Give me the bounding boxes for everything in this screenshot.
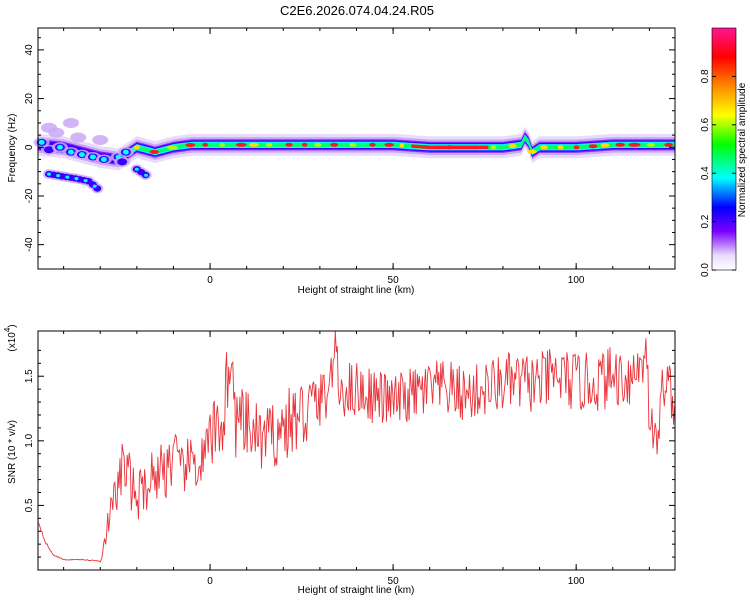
snr-x-label: Height of straight line (km) bbox=[298, 585, 415, 596]
ridge-spot bbox=[285, 142, 293, 147]
snr-series-layer bbox=[37, 330, 676, 563]
spectrogram-y-tick-label: 0 bbox=[24, 144, 35, 150]
ridge-spot bbox=[249, 142, 259, 147]
ridge-spot bbox=[314, 142, 322, 147]
noise-blob bbox=[40, 122, 57, 133]
ridge-spot bbox=[302, 142, 308, 147]
ridge-spot bbox=[185, 143, 196, 147]
colorbar-tick-label: 0.8 bbox=[700, 69, 711, 83]
snr-y-tick-label: 1.5 bbox=[24, 369, 35, 383]
snr-exponent-suffix: ) bbox=[7, 324, 18, 327]
branch-center bbox=[144, 173, 148, 177]
colorbar: 0.0 0.2 0.4 0.6 0.8 Normalized spectral ampl… bbox=[700, 27, 748, 277]
branch-center bbox=[56, 174, 61, 178]
branch-center bbox=[74, 177, 79, 181]
ridge-spot bbox=[628, 142, 641, 147]
spectrogram-x-tick-label: 0 bbox=[207, 275, 213, 286]
snr-exponent-label: (x104) bbox=[3, 324, 18, 351]
branch-center bbox=[92, 184, 97, 188]
snr-exponent-base: (x10 bbox=[7, 332, 18, 352]
spectrogram-heat-layer bbox=[33, 117, 676, 194]
ridge-peak-segment bbox=[411, 144, 489, 149]
noise-blob-center bbox=[100, 156, 107, 162]
ridge-spot bbox=[235, 142, 247, 147]
noise-blob-core bbox=[43, 146, 54, 154]
branch-center bbox=[47, 172, 51, 176]
figure-title: C2E6.2026.074.04.24.R05 bbox=[280, 3, 434, 18]
spectrogram-y-tick-label: 20 bbox=[24, 93, 35, 105]
branch-center bbox=[65, 175, 70, 179]
snr-exponent-power: 4 bbox=[3, 327, 12, 332]
noise-blob-center bbox=[38, 139, 45, 145]
ridge-spot bbox=[490, 145, 497, 150]
colorbar-gradient bbox=[711, 27, 737, 271]
spectrogram-panel: 0 50 100 -40 -20 0 20 40 Height of straight lin… bbox=[7, 27, 676, 296]
ridge-spot bbox=[369, 142, 376, 147]
spectrogram-x-tick-label: 50 bbox=[388, 275, 400, 286]
ridge-blue bbox=[38, 133, 675, 164]
ridge-spot bbox=[166, 145, 178, 150]
svg-text:(x104): (x104) bbox=[3, 324, 18, 351]
noise-blob-center bbox=[122, 149, 129, 155]
ridge-spot bbox=[573, 145, 580, 150]
snr-y-label: SNR (10 * v/v) bbox=[7, 420, 18, 484]
ridge-spot bbox=[646, 142, 656, 147]
spectrogram-y-tick-label: -20 bbox=[24, 188, 35, 203]
colorbar-tick-label: 0.6 bbox=[700, 117, 711, 131]
spectrogram-ticks: 0 50 100 -40 -20 0 20 40 bbox=[24, 28, 675, 286]
snr-x-tick-label: 0 bbox=[207, 576, 213, 587]
ridge-green bbox=[136, 135, 676, 155]
colorbar-ticks: 0.0 0.2 0.4 0.6 0.8 bbox=[700, 69, 736, 277]
ridge-spot bbox=[527, 149, 537, 154]
noise-blob bbox=[70, 132, 87, 143]
snr-y-tick-label: 1.0 bbox=[24, 433, 35, 447]
ridge-spot bbox=[600, 143, 610, 148]
branch-center bbox=[134, 167, 139, 171]
noise-blob-center bbox=[67, 149, 74, 155]
ridge-spot bbox=[349, 142, 357, 147]
ridge-spot bbox=[384, 142, 395, 147]
ridge-spot bbox=[219, 142, 225, 147]
snr-y-tick-label: 0.5 bbox=[24, 498, 35, 512]
spectrogram-x-label: Height of straight line (km) bbox=[298, 285, 415, 296]
snr-ticks: 0 50 100 0.5 1.0 1.5 bbox=[24, 331, 675, 587]
colorbar-tick-label: 0.4 bbox=[700, 166, 711, 180]
colorbar-tick-label: 0.0 bbox=[700, 263, 711, 277]
ridge-spot bbox=[615, 142, 625, 147]
spectrogram-y-tick-label: 40 bbox=[24, 44, 35, 56]
snr-x-tick-label: 100 bbox=[568, 576, 585, 587]
noise-blob bbox=[62, 117, 79, 128]
spectrogram-y-label: Frequency (Hz) bbox=[7, 114, 18, 183]
ridge-spot bbox=[202, 142, 208, 147]
colorbar-tick-label: 0.2 bbox=[700, 214, 711, 228]
snr-series-line bbox=[37, 330, 676, 563]
noise-blob-core bbox=[117, 158, 128, 166]
ridge-spot bbox=[588, 144, 598, 149]
noise-blob-center bbox=[89, 154, 96, 160]
branch-center bbox=[83, 179, 88, 183]
spectrogram-x-tick-label: 100 bbox=[568, 275, 585, 286]
ridge-spot bbox=[330, 142, 339, 147]
spectrogram-y-tick-label: -40 bbox=[24, 237, 35, 252]
ridge-spot bbox=[540, 145, 548, 150]
ridge-spot bbox=[664, 142, 673, 147]
snr-x-tick-label: 50 bbox=[388, 576, 400, 587]
ridge-spot bbox=[133, 145, 140, 150]
snr-panel: 0 50 100 0.5 1.0 1.5 Height of straight line … bbox=[3, 324, 676, 596]
ridge-spot bbox=[508, 144, 517, 148]
noise-blob-center bbox=[78, 152, 85, 158]
ridge-spot bbox=[149, 149, 159, 154]
ridge-spot bbox=[557, 145, 564, 150]
ridge-spot bbox=[399, 143, 405, 148]
noise-blob-center bbox=[56, 144, 63, 150]
ridge-spot bbox=[265, 142, 273, 147]
colorbar-label: Normalized spectral amplitude bbox=[737, 82, 748, 217]
noise-blob bbox=[92, 134, 109, 145]
